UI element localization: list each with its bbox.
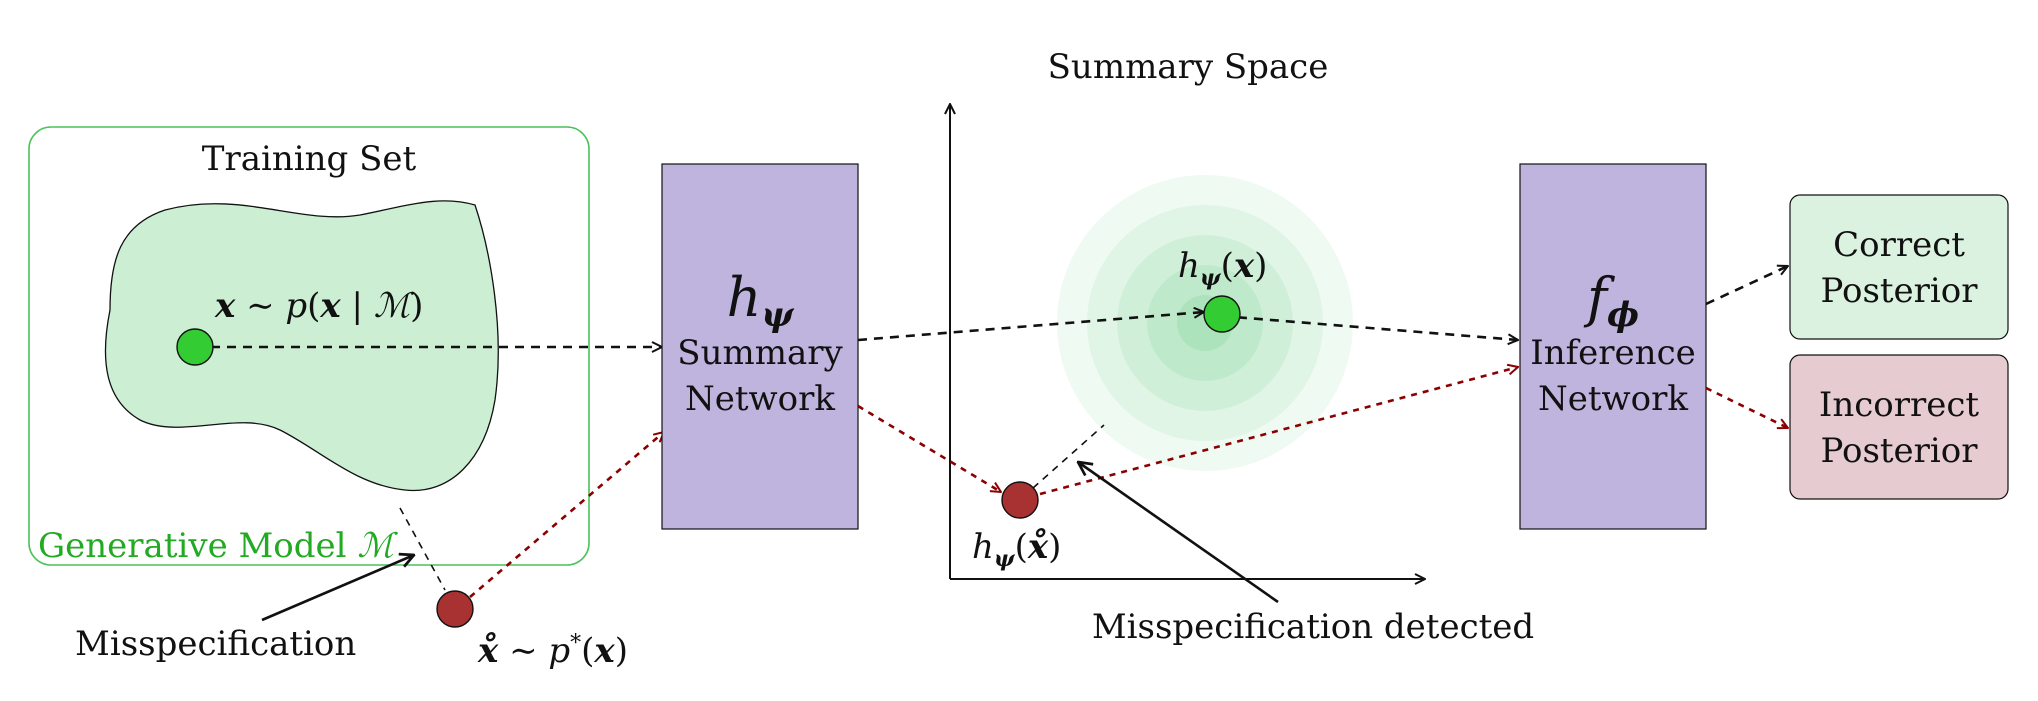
- sample-distribution-label: x ∼ p(x | ℳ): [214, 286, 423, 326]
- inference-to-incorrect-arrow: [1705, 386, 1788, 430]
- summary-space-title: Summary Space: [1048, 47, 1329, 87]
- inference-network-box: [1519, 163, 1707, 530]
- embedded-outlier-point: [1001, 481, 1039, 519]
- embedded-sample-label: hψ(x): [1178, 246, 1267, 291]
- correct-posterior-line2: Posterior: [1820, 271, 1978, 311]
- summary-network-box: [661, 163, 859, 530]
- outlier-embedding-to-inference-arrow: [1039, 367, 1518, 496]
- training-set-region: [104, 200, 499, 492]
- inference-to-correct-arrow: [1705, 266, 1788, 306]
- summary-network-line2: Network: [685, 379, 835, 419]
- inference-network-symbol: fϕ: [1583, 266, 1639, 335]
- misspecified-sample-label: x̊ ∼ p*(x): [477, 631, 628, 672]
- embedding-to-inference-arrow: [1221, 314, 1518, 340]
- summary-to-outlier-embedding-arrow: [857, 404, 1001, 492]
- misspecification-gap-line: [399, 507, 446, 591]
- embedded-outlier-label: hψ(x̊): [972, 527, 1061, 572]
- summary-network-symbol: hψ: [727, 266, 795, 335]
- incorrect-posterior-line1: Incorrect: [1819, 385, 1980, 425]
- embedded-sample-point: [1203, 295, 1241, 333]
- training-set-title: Training Set: [202, 139, 417, 179]
- detection-pointer: [1078, 462, 1279, 604]
- incorrect-posterior-line2: Posterior: [1820, 431, 1978, 471]
- incorrect-posterior-box: [1789, 354, 2009, 500]
- misspecification-label: Misspecification: [75, 624, 356, 664]
- summary-density-contours: [1057, 175, 1353, 471]
- outlier-to-summary-arrow: [469, 432, 664, 598]
- summary-network-line1: Summary: [677, 333, 843, 373]
- outlier-distance-line: [1032, 424, 1105, 489]
- correct-posterior-box: [1789, 194, 2009, 340]
- inference-network-line1: Inference: [1530, 333, 1695, 373]
- summary-to-embedding-arrow: [857, 312, 1204, 342]
- misspecified-sample-point: [436, 590, 474, 628]
- inference-network-line2: Network: [1538, 379, 1688, 419]
- correct-posterior-line1: Correct: [1833, 225, 1965, 265]
- training-sample-point: [176, 328, 214, 366]
- misspecification-detected-label: Misspecification detected: [1092, 607, 1534, 647]
- generative-model-frame: [28, 126, 590, 566]
- misspecification-pointer: [261, 555, 414, 622]
- generative-model-label: Generative Model ℳ: [38, 526, 398, 566]
